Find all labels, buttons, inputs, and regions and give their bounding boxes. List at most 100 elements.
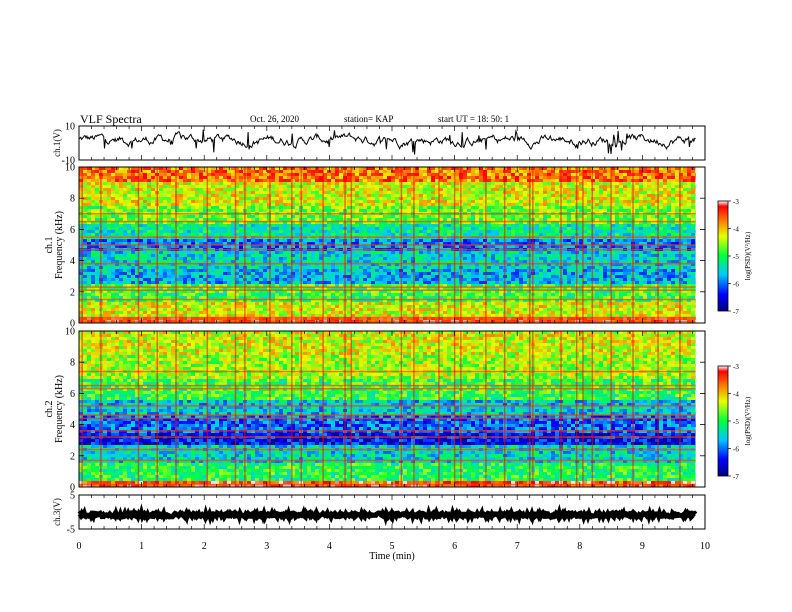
ch1-spectrogram-burst-22 bbox=[532, 167, 534, 323]
ch2-spectrogram-burst-5 bbox=[206, 331, 209, 487]
ch1-spectrogram-ylabel-channel: ch.1 bbox=[44, 237, 55, 254]
ch2-spectrogram-burst-24 bbox=[575, 331, 578, 487]
ch1-spectrogram-line-10 bbox=[79, 220, 696, 223]
ch1-waveform-ylabel: ch.1(V) bbox=[52, 129, 62, 157]
ch2-spectrogram-cells bbox=[79, 331, 696, 487]
ch1-spectrogram-burst-2 bbox=[137, 167, 140, 323]
ch2-spectrogram-burst-28 bbox=[632, 331, 634, 487]
xtick-label-7: 7 bbox=[515, 541, 520, 552]
ch2-spectrogram-cbtick-0: -3 bbox=[733, 363, 739, 371]
ch2-spectrogram-burst-23 bbox=[560, 331, 562, 487]
ch2-spectrogram-ytick-3: 6 bbox=[70, 389, 75, 400]
xtick-label-1: 1 bbox=[139, 541, 144, 552]
ch2-spectrogram-burst-16 bbox=[438, 331, 440, 487]
ch1-spectrogram-burst-16 bbox=[438, 167, 440, 323]
ch2-spectrogram-ytick-4: 8 bbox=[70, 358, 75, 369]
ch1-spectrogram-burst-18 bbox=[460, 167, 462, 323]
ch2-spectrogram-burst-2 bbox=[137, 331, 140, 487]
xtick-label-6: 6 bbox=[452, 541, 457, 552]
ch2-spectrogram-burst-30 bbox=[679, 331, 681, 487]
ch2-spectrogram-line-3 bbox=[79, 436, 696, 438]
ch1-spectrogram-burst-7 bbox=[244, 167, 246, 323]
ch1-spectrogram-line-2 bbox=[79, 316, 696, 319]
ch1-spectrogram-burst-11 bbox=[322, 167, 324, 323]
ch2-spectrogram-cbtick-2: -5 bbox=[733, 418, 739, 426]
ch3-waveform-ylabel: ch.3(V) bbox=[52, 498, 62, 526]
ch2-spectrogram-burst-12 bbox=[344, 331, 346, 487]
ch1-spectrogram-cbtick-1: -4 bbox=[733, 226, 739, 234]
x-axis-label: Time (min) bbox=[369, 551, 414, 562]
ch1-spectrogram-cbtick-0: -3 bbox=[733, 198, 739, 206]
ch1-spectrogram-ytick-5: 10 bbox=[65, 163, 75, 174]
ch2-spectrogram-cbtick-1: -4 bbox=[733, 391, 739, 399]
ch1-spectrogram-burst-15 bbox=[413, 167, 415, 323]
xtick-label-8: 8 bbox=[577, 541, 582, 552]
ch2-spectrogram-burst-0 bbox=[81, 331, 83, 487]
ch2-spectrogram-ylabel-freq: Frequency (kHz) bbox=[54, 375, 65, 443]
ch1-spectrogram-line-5 bbox=[79, 286, 696, 288]
ch2-spectrogram-ytick-5: 10 bbox=[65, 327, 75, 338]
ch1-spectrogram-colorbar bbox=[717, 200, 729, 312]
ch1-spectrogram-burst-5 bbox=[206, 167, 209, 323]
ch3-waveform-trace bbox=[77, 503, 698, 527]
ch1-spectrogram-burst-0 bbox=[81, 167, 83, 323]
ch1-spectrogram-burst-14 bbox=[400, 167, 403, 323]
station-label: station= KAP bbox=[344, 114, 394, 124]
ch2-spectrogram-cbtick-4: -7 bbox=[733, 473, 739, 481]
xtick-label-9: 9 bbox=[640, 541, 645, 552]
ch2-spectrogram-burst-25 bbox=[582, 331, 584, 487]
ch1-spectrogram-burst-4 bbox=[175, 167, 177, 323]
ch2-spectrogram-line-0 bbox=[79, 483, 696, 486]
date-label: Oct. 26, 2020 bbox=[250, 114, 299, 124]
ch2-spectrogram-cbtick-3: -6 bbox=[733, 446, 739, 454]
ch1-spectrogram-burst-29 bbox=[657, 167, 659, 323]
xtick-label-10: 10 bbox=[700, 541, 710, 552]
ch1-spectrogram-line-1 bbox=[79, 318, 696, 320]
ch1-spectrogram-ytick-4: 8 bbox=[70, 194, 75, 205]
ch2-spectrogram-burst-8 bbox=[269, 331, 271, 487]
ch1-spectrogram-burst-27 bbox=[610, 167, 612, 323]
ch2-spectrogram-ylabel-channel: ch.2 bbox=[44, 401, 55, 418]
ch2-spectrogram-ytick-1: 2 bbox=[70, 451, 75, 462]
ch2-spectrogram-burst-9 bbox=[291, 331, 293, 487]
ch1-spectrogram-cbtick-4: -7 bbox=[733, 308, 739, 316]
ch2-spectrogram-burst-3 bbox=[156, 331, 158, 487]
ch2-spectrogram-line-2 bbox=[79, 448, 696, 451]
ch1-spectrogram-burst-30 bbox=[679, 167, 681, 323]
ch1-spectrogram-ytick-3: 6 bbox=[70, 225, 75, 236]
ch2-spectrogram-burst-18 bbox=[460, 331, 462, 487]
ch1-spectrogram-burst-1 bbox=[100, 167, 102, 323]
start-time-label: start UT = 18: 50: 1 bbox=[438, 114, 510, 124]
ch2-spectrogram-line-10 bbox=[79, 370, 696, 373]
ch1-spectrogram-burst-13 bbox=[350, 167, 353, 323]
ch1-waveform-ytick-0: 10 bbox=[65, 122, 75, 133]
ch1-spectrogram-burst-3 bbox=[156, 167, 158, 323]
ch1-spectrogram-cblabel: log(PSD)(V²/Hz) bbox=[744, 231, 752, 280]
ch2-spectrogram-line-4 bbox=[79, 430, 696, 432]
ch1-spectrogram-line-4 bbox=[79, 289, 696, 291]
ch2-spectrogram-line-9 bbox=[79, 384, 696, 387]
ch1-spectrogram-burst-23 bbox=[560, 167, 562, 323]
ch2-spectrogram-line-5 bbox=[79, 417, 696, 420]
ch1-spectrogram-line-0 bbox=[79, 320, 696, 323]
ch1-spectrogram-burst-25 bbox=[582, 167, 584, 323]
xtick-label-0: 0 bbox=[77, 541, 82, 552]
ch1-waveform-ytick-1: -10 bbox=[62, 156, 75, 167]
ch2-spectrogram-burst-1 bbox=[100, 331, 102, 487]
xtick-label-5: 5 bbox=[390, 541, 395, 552]
ch1-spectrogram-ytick-1: 2 bbox=[70, 287, 75, 298]
ch3-waveform-ytick-0: 5 bbox=[70, 491, 75, 502]
ch2-spectrogram-burst-29 bbox=[657, 331, 659, 487]
ch1-spectrogram-burst-20 bbox=[503, 167, 506, 323]
ch2-spectrogram-burst-13 bbox=[350, 331, 353, 487]
ch1-spectrogram-cbtick-3: -6 bbox=[733, 281, 739, 289]
ch2-spectrogram-burst-10 bbox=[300, 331, 302, 487]
ch1-spectrogram-burst-8 bbox=[269, 167, 271, 323]
ch1-spectrogram-burst-19 bbox=[485, 167, 487, 323]
ch1-spectrogram-line-6 bbox=[79, 262, 696, 265]
ch1-spectrogram-burst-21 bbox=[528, 167, 531, 323]
ch1-spectrogram-line-11 bbox=[79, 213, 696, 215]
ch2-spectrogram-line-7 bbox=[79, 405, 696, 407]
ch1-spectrogram-line-3 bbox=[79, 298, 696, 301]
ch2-spectrogram-colorbar bbox=[717, 365, 729, 477]
